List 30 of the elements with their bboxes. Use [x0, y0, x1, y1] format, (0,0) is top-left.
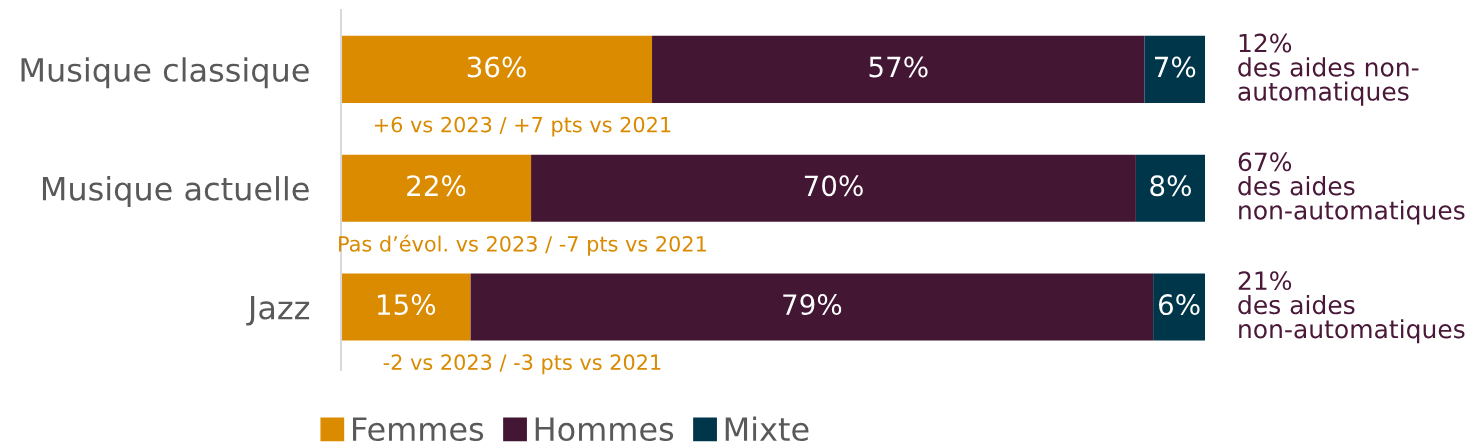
bar — [1144, 35, 1205, 103]
data-label: 70% — [804, 175, 863, 197]
data-label: 22% — [407, 175, 466, 197]
bar — [341, 35, 653, 103]
y-tick-label: Musique classique — [21, 57, 309, 89]
legend-label: Mixte — [725, 416, 809, 442]
bar — [341, 154, 532, 222]
bar — [341, 273, 471, 341]
data-label: 57% — [869, 56, 928, 78]
text: 67% des aides non-automatiques — [1238, 152, 1465, 225]
y-tick-label: Musique actuelle — [42, 176, 309, 207]
annotation: +6 vs 2023 / +7 pts vs 2021 — [374, 116, 671, 137]
data-label: 7% — [1155, 56, 1196, 78]
annotation: Pas d’évol. vs 2023 / -7 pts vs 2021 — [339, 234, 706, 256]
text: 12% des aides non- automatiques — [1238, 33, 1419, 106]
legend-label: Femmes — [353, 417, 484, 442]
bar — [470, 273, 1154, 341]
annotation: -2 vs 2023 / -3 pts vs 2021 — [383, 354, 661, 375]
bar — [1135, 154, 1205, 222]
bar — [1153, 273, 1205, 341]
legend-label: Hommes — [535, 417, 674, 442]
data-label: 36% — [467, 56, 526, 78]
text: 21% des aides non-automatiques — [1238, 271, 1465, 344]
data-label: 15% — [377, 294, 436, 316]
y-tick-label: Jazz — [246, 295, 310, 326]
bar — [531, 154, 1136, 222]
data-label: 8% — [1150, 175, 1191, 197]
data-label: 79% — [783, 294, 842, 316]
bar — [652, 35, 1145, 103]
data-label: 6% — [1158, 294, 1200, 316]
